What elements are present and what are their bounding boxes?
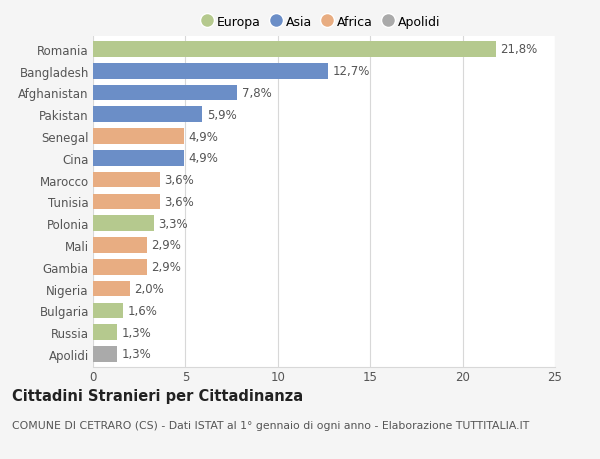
Bar (93, 347, 117, 362)
Bar (93, 325, 117, 340)
Bar (93, 194, 160, 210)
Text: 5,9%: 5,9% (206, 108, 236, 122)
Legend: Europa, Asia, Africa, Apolidi: Europa, Asia, Africa, Apolidi (199, 13, 443, 31)
Text: 3,3%: 3,3% (158, 217, 188, 230)
Bar (93, 216, 154, 231)
Text: 1,3%: 1,3% (122, 347, 151, 361)
Text: 3,6%: 3,6% (164, 196, 194, 208)
Bar (93, 129, 184, 145)
Bar (93, 107, 202, 123)
Text: 4,9%: 4,9% (188, 152, 218, 165)
Text: 1,6%: 1,6% (127, 304, 157, 317)
Text: 2,9%: 2,9% (151, 239, 181, 252)
Text: 4,9%: 4,9% (188, 130, 218, 143)
Bar (93, 238, 146, 253)
Bar (93, 64, 328, 79)
Text: 21,8%: 21,8% (500, 43, 538, 56)
Text: Cittadini Stranieri per Cittadinanza: Cittadini Stranieri per Cittadinanza (12, 388, 303, 403)
Bar (93, 85, 237, 101)
Text: 2,9%: 2,9% (151, 261, 181, 274)
Bar (93, 151, 184, 166)
Bar (93, 303, 122, 319)
Bar (93, 173, 160, 188)
Text: 7,8%: 7,8% (242, 87, 272, 100)
Bar (93, 259, 146, 275)
Text: 1,3%: 1,3% (122, 326, 151, 339)
Bar (93, 281, 130, 297)
Text: COMUNE DI CETRARO (CS) - Dati ISTAT al 1° gennaio di ogni anno - Elaborazione TU: COMUNE DI CETRARO (CS) - Dati ISTAT al 1… (12, 420, 529, 430)
Text: 2,0%: 2,0% (134, 282, 164, 296)
Bar (93, 42, 496, 57)
Text: 3,6%: 3,6% (164, 174, 194, 187)
Text: 12,7%: 12,7% (332, 65, 370, 78)
